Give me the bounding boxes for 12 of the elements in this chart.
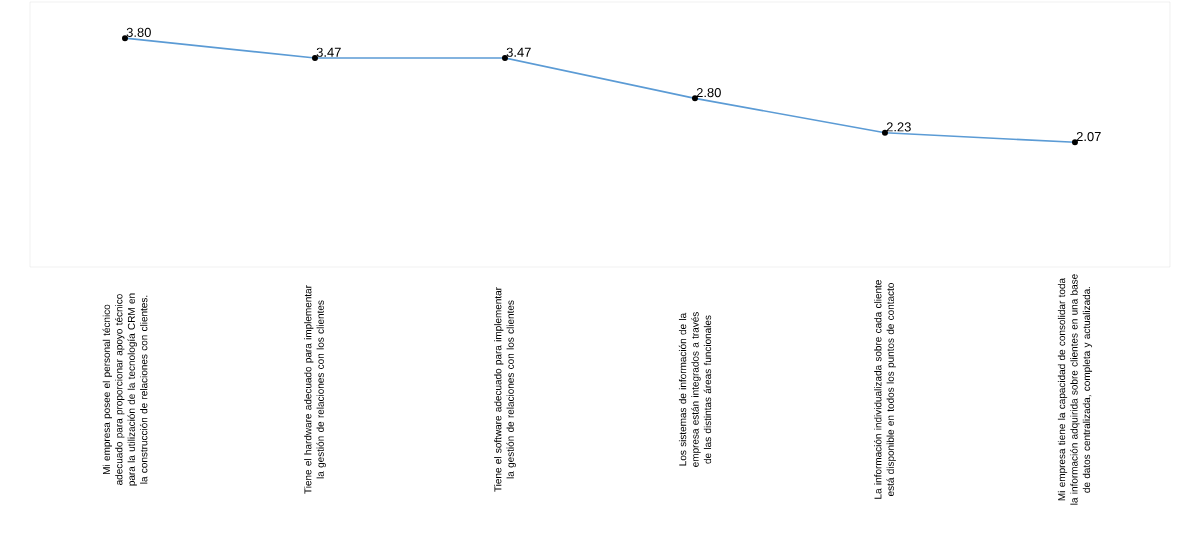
data-label: 2.23 <box>886 122 911 132</box>
x-tick-label: Mi empresa posee el personal técnico adecuado para proporcionar apoyo técnico para la utilización de la tecnología CRM en la construcción de relaciones con clientes. <box>102 293 148 486</box>
x-tick-label: Los sistemas de información de la empresa están integrados a través de las distintas áreas funcionales <box>678 312 712 467</box>
x-tick-label: Mi empresa tiene la capacidad de consolidar toda la información adquirida sobre clientes en una base de datos centralizada, completa y actualizada. <box>1057 274 1093 505</box>
x-tick-label: Tiene el software adecuado para implementar la gestión de relaciones con los clientes <box>494 287 516 492</box>
x-tick-label: La información individualizada sobre cada cliente está disponible en todos los puntos de contacto <box>874 280 896 499</box>
data-label: 2.80 <box>696 88 721 98</box>
data-label: 3.47 <box>316 47 341 57</box>
data-label: 2.07 <box>1076 131 1101 142</box>
data-label: 3.47 <box>506 47 531 57</box>
x-tick-label: Tiene el hardware adecuado para implementar la gestión de relaciones con los clientes <box>304 285 326 494</box>
data-label: 3.80 <box>126 27 151 37</box>
